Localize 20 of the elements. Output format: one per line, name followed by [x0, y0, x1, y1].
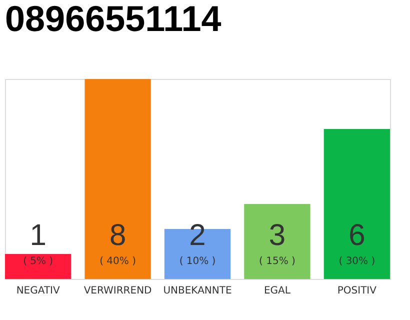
- x-tick-label: EGAL: [264, 286, 291, 296]
- annotation: ( 5% ): [23, 256, 54, 267]
- bar: [244, 204, 310, 279]
- data-label: 2: [189, 219, 206, 252]
- x-tick-label: NEGATIV: [16, 286, 60, 296]
- bar: [324, 129, 390, 279]
- x-tick-label: POSITIV: [337, 286, 377, 296]
- bar: [84, 79, 151, 279]
- annotation: ( 30% ): [338, 256, 376, 267]
- data-label: 8: [109, 219, 126, 252]
- chart-title: 08966551114: [5, 0, 222, 39]
- annotation: ( 15% ): [259, 256, 296, 267]
- data-label: 1: [30, 219, 46, 252]
- data-label: 3: [268, 219, 286, 252]
- annotation: ( 10% ): [179, 256, 216, 267]
- x-tick-label: VERWIRREND: [84, 286, 152, 296]
- annotation: ( 40% ): [100, 256, 136, 267]
- x-tick-label: UNBEKANNTE: [163, 286, 232, 296]
- data-label: 6: [348, 219, 366, 252]
- bar: [5, 254, 72, 279]
